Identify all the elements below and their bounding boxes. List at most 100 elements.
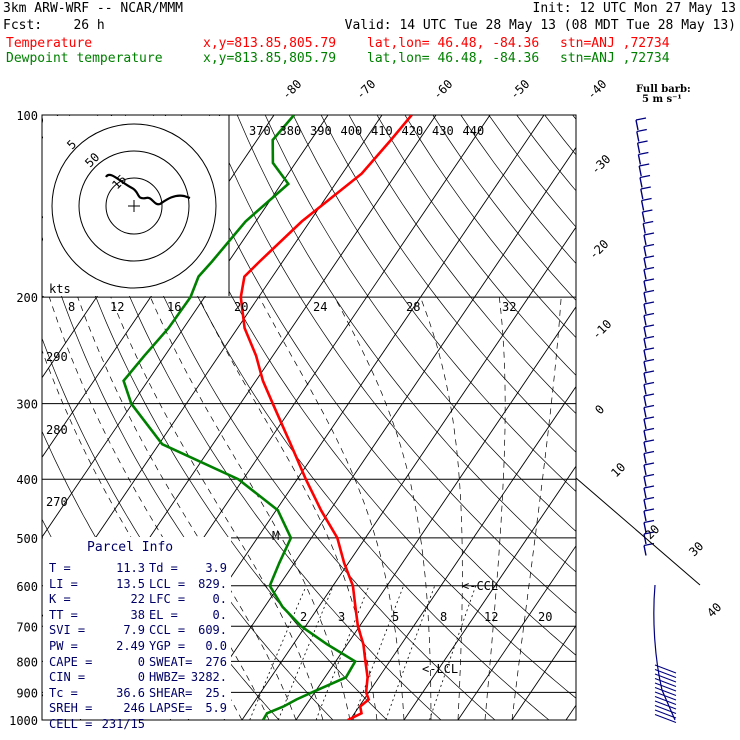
legend-dewpoint-name: Dewpoint temperature xyxy=(6,51,163,66)
theta-label: 380 xyxy=(280,124,302,138)
wind-barb-low xyxy=(654,682,677,692)
parcel-info-cell: 36.6 xyxy=(116,685,145,700)
pressure-tick-label: 400 xyxy=(16,473,38,487)
hodograph-center xyxy=(128,200,140,212)
wind-barb-low xyxy=(654,696,677,705)
wind-barb xyxy=(639,174,651,188)
parcel-info-row: T = 11.3 Td = 3.9 xyxy=(49,561,231,577)
parcel-info-cell: 0. xyxy=(212,607,227,622)
dry-adiabat xyxy=(292,115,576,493)
wind-barb xyxy=(643,335,655,349)
temperature-trace xyxy=(239,115,413,720)
parcel-info-cell: 0. xyxy=(212,592,227,607)
parcel-info-cell: 0 xyxy=(137,670,145,685)
pressure-tick-label: 100 xyxy=(16,109,38,123)
lcl-marker: <-LCL xyxy=(422,662,458,676)
wind-panel-diagonal xyxy=(575,477,701,586)
ccl-marker: <-CCL xyxy=(462,579,498,593)
pressure-tick-label: 700 xyxy=(16,620,38,634)
parcel-info-cell: 2.49 xyxy=(116,638,145,653)
parcel-info-cell: T = xyxy=(49,561,71,575)
wind-barb xyxy=(643,450,655,464)
parcel-info-row: CIN = 0 HWBZ= 3282. xyxy=(49,670,231,686)
parcel-info-cell: 22 xyxy=(130,592,145,607)
parcel-info-cell: PW = xyxy=(49,638,78,653)
pressure-tick-label: 600 xyxy=(16,580,38,594)
wind-barb xyxy=(643,427,655,441)
theta-e-label: 280 xyxy=(46,423,68,437)
isotherm xyxy=(403,465,576,720)
dry-adiabat xyxy=(376,115,576,376)
wind-barb xyxy=(643,416,655,430)
moist-adiabat xyxy=(150,296,351,720)
theta-label: 420 xyxy=(402,124,424,138)
wind-barb xyxy=(636,140,648,154)
dry-adiabat xyxy=(180,115,576,656)
parcel-info-cell: 38 xyxy=(130,607,145,622)
full-barb-unit: 5 m s⁻¹ xyxy=(642,94,682,105)
legend-dewpoint-latlon: lat,lon= 46.48, -84.36 xyxy=(367,51,540,66)
mixing-ratio-label-lower: 3 xyxy=(338,610,345,624)
legend-dewpoint-station: stn=ANJ ,72734 xyxy=(560,51,670,66)
wind-barb xyxy=(643,542,655,556)
wind-barb xyxy=(640,186,651,200)
theta-e-label: 270 xyxy=(46,495,68,509)
parcel-info-cell: 0.0 xyxy=(205,638,227,653)
parcel-info-cell: 276 xyxy=(205,654,227,669)
pressure-tick-label: 500 xyxy=(16,532,38,546)
wind-barb xyxy=(643,255,655,269)
parcel-info-cell: 829. xyxy=(198,576,227,591)
pressure-tick-label: 1000 xyxy=(9,714,38,728)
isotherm xyxy=(42,115,329,538)
wind-barb xyxy=(643,496,655,510)
parcel-info-cell: LCL = xyxy=(149,576,186,591)
parcel-info-row: CAPE = 0 SWEAT= 276 xyxy=(49,655,231,671)
wind-barb xyxy=(643,301,655,315)
mixing-ratio-label: 16 xyxy=(167,300,181,314)
wind-barb xyxy=(641,209,653,223)
isotherm-label: 40 xyxy=(704,600,724,620)
mixing-ratio-label-lower: 20 xyxy=(538,610,552,624)
parcel-info-cell: LI = xyxy=(49,576,78,591)
isotherm-label: -40 xyxy=(584,77,609,102)
parcel-info-cell: EL = xyxy=(149,607,178,622)
parcel-info-cell: 3282. xyxy=(190,670,227,685)
wind-profile-line xyxy=(653,584,676,721)
parcel-info-cell: SVI = xyxy=(49,623,86,638)
parcel-info-row: K = 22 LFC = 0. xyxy=(49,592,231,608)
parcel-info-cell: 246 xyxy=(123,701,145,716)
mixing-ratio-label: 24 xyxy=(313,300,327,314)
wind-barb xyxy=(637,151,649,165)
parcel-info-cell: 0 xyxy=(137,654,145,669)
dry-adiabat xyxy=(236,115,576,573)
mixing-ratio-label-lower: 8 xyxy=(440,610,447,624)
mixing-ratio-line xyxy=(385,585,436,720)
legend-temperature-latlon: lat,lon= 46.48, -84.36 xyxy=(367,36,540,51)
parcel-info-cell: 231/15 xyxy=(101,716,145,731)
parcel-info-row: SVI = 7.9 CCL = 609. xyxy=(49,623,231,639)
wind-barb xyxy=(643,347,655,361)
isotherm-label: 0 xyxy=(592,402,607,417)
hodograph-trace xyxy=(105,173,191,206)
parcel-info-cell: CAPE = xyxy=(49,654,93,669)
mixing-ratio-line xyxy=(429,585,477,720)
full-barb-label: Full barb: xyxy=(636,84,691,95)
isotherm-label: -10 xyxy=(589,317,614,342)
kts-label: kts xyxy=(49,282,71,296)
wind-barb xyxy=(640,197,652,211)
theta-label: 390 xyxy=(310,124,332,138)
parcel-info-cell: Tc = xyxy=(49,685,78,700)
wind-barb-low xyxy=(654,709,677,719)
isotherm xyxy=(457,545,576,720)
legend-temperature-station: stn=ANJ ,72734 xyxy=(560,36,670,51)
parcel-info-box: Parcel Info T = 11.3 Td = 3.9 LI = 13.5 LCL = 8… xyxy=(43,537,231,731)
parcel-info-cell: K = xyxy=(49,592,71,607)
parcel-info-cell: LFC = xyxy=(149,592,186,607)
wind-barb xyxy=(643,312,655,326)
wind-barb xyxy=(643,485,655,499)
wind-barb-low xyxy=(654,705,677,714)
parcel-info-cell: 5.9 xyxy=(205,701,227,716)
theta-label: 440 xyxy=(463,124,485,138)
moist-adiabat xyxy=(77,296,297,720)
moist-adiabat xyxy=(511,297,562,720)
